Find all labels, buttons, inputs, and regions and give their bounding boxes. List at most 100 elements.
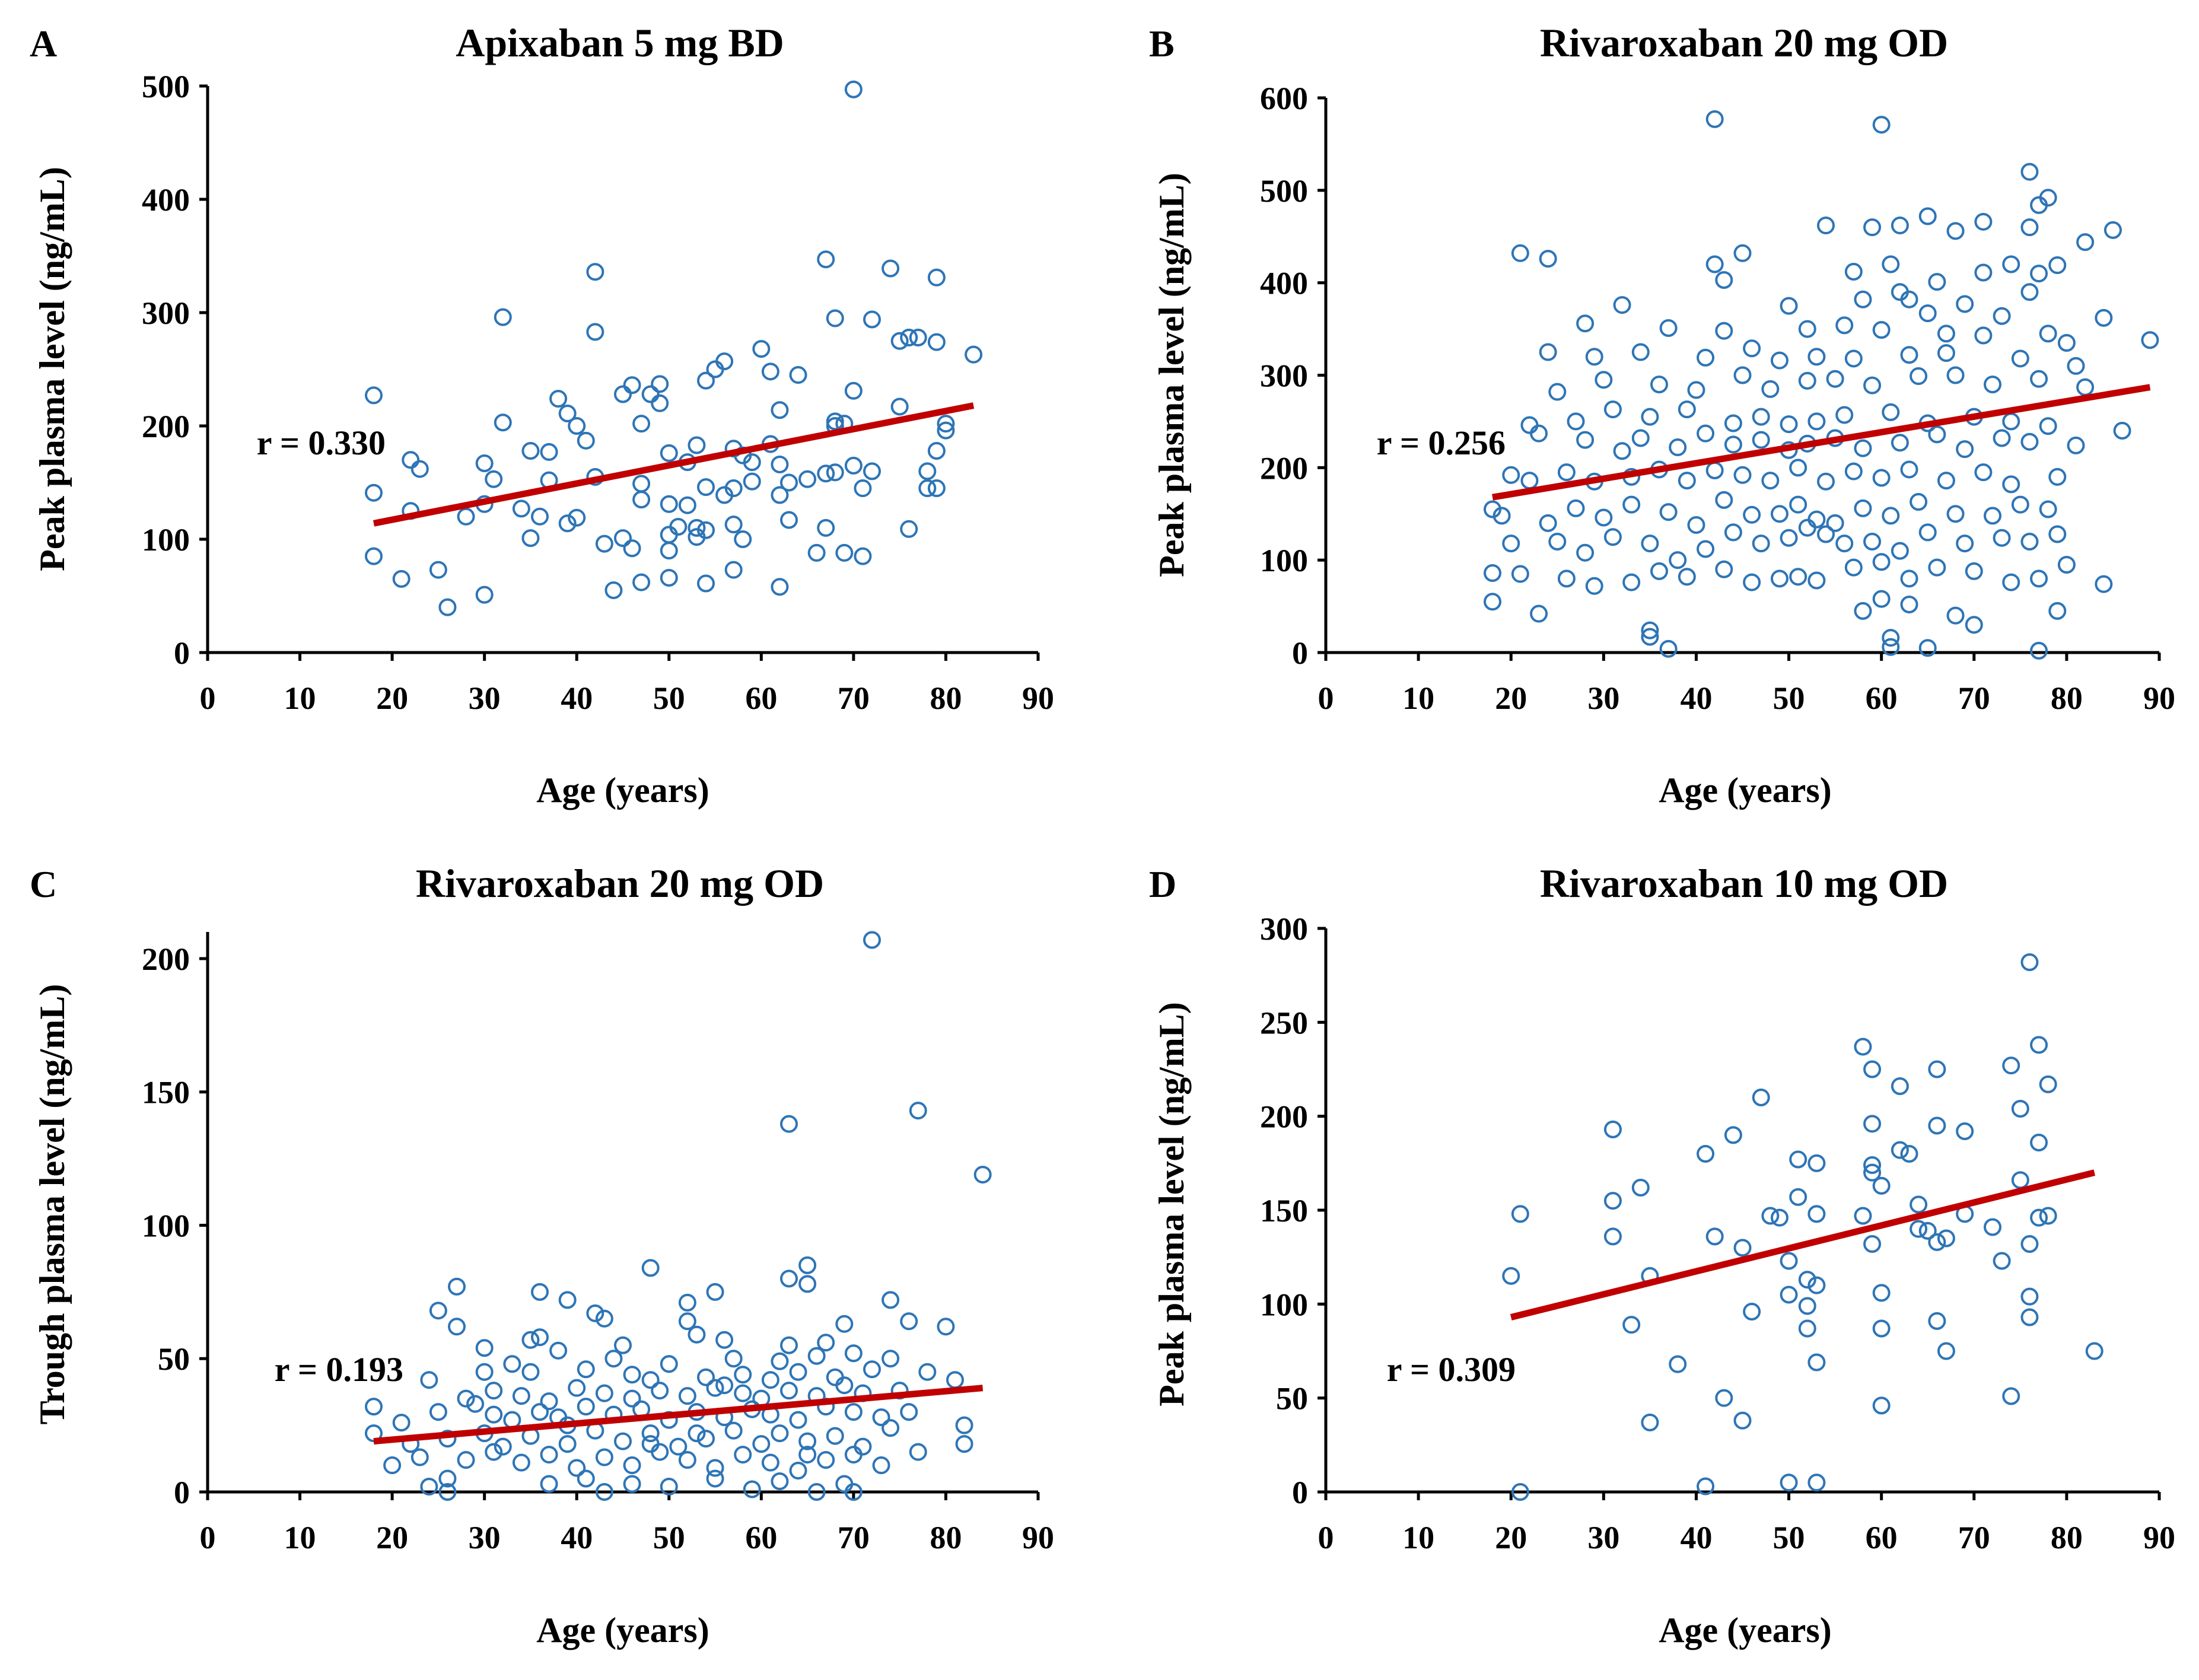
data-point xyxy=(835,1315,854,1333)
data-point xyxy=(410,1448,429,1466)
data-point xyxy=(1780,415,1798,434)
data-point xyxy=(900,1312,918,1331)
data-point xyxy=(2076,378,2095,396)
data-point xyxy=(1780,529,1798,547)
y-tick-label: 100 xyxy=(142,522,190,558)
data-point xyxy=(1946,505,1965,523)
data-point xyxy=(678,496,696,514)
data-point xyxy=(1937,324,1955,343)
x-tick-label: 20 xyxy=(1495,680,1527,716)
data-point xyxy=(1705,462,1724,480)
data-point xyxy=(817,250,835,269)
data-point xyxy=(881,1419,900,1437)
data-point xyxy=(2020,1235,2039,1253)
data-point xyxy=(512,499,530,518)
data-point xyxy=(402,451,420,469)
data-point xyxy=(789,366,807,384)
data-point xyxy=(2067,357,2085,375)
x-tick-label: 40 xyxy=(561,1520,593,1555)
data-point xyxy=(1715,560,1733,578)
data-point xyxy=(807,1483,826,1501)
x-axis-title: Age (years) xyxy=(536,1611,709,1650)
data-point xyxy=(1900,460,1918,479)
data-point xyxy=(965,345,983,364)
correlation-label: r = 0.309 xyxy=(1387,1350,1516,1389)
x-tick-label: 80 xyxy=(930,1520,962,1555)
data-point xyxy=(1502,534,1520,553)
data-point xyxy=(844,1403,863,1421)
data-point xyxy=(2095,575,2113,593)
x-tick-label: 20 xyxy=(376,1520,408,1555)
data-point xyxy=(835,543,854,562)
data-point xyxy=(614,385,632,403)
data-point xyxy=(1530,424,1548,443)
data-point xyxy=(512,1453,530,1472)
data-point xyxy=(1882,255,1900,273)
data-point xyxy=(1882,403,1900,421)
data-point xyxy=(1956,1122,1974,1140)
data-point xyxy=(1910,492,1928,511)
data-point xyxy=(1502,1267,1520,1285)
data-point xyxy=(1530,604,1548,623)
data-point xyxy=(475,454,494,473)
data-point xyxy=(844,381,863,400)
data-point xyxy=(780,1382,798,1400)
data-point xyxy=(1835,406,1854,424)
y-tick-label: 100 xyxy=(1260,1287,1308,1322)
data-point xyxy=(651,1382,669,1400)
data-point xyxy=(771,1424,789,1443)
data-point xyxy=(1733,244,1752,262)
data-point xyxy=(2030,196,2048,214)
data-point xyxy=(1603,1192,1622,1210)
data-point xyxy=(2039,324,2057,343)
data-point xyxy=(1752,1089,1770,1106)
data-point xyxy=(2002,255,2020,273)
data-point xyxy=(918,479,937,498)
data-point xyxy=(1937,1229,1955,1248)
data-point xyxy=(937,415,955,433)
data-point xyxy=(807,1347,826,1365)
data-point xyxy=(485,1405,503,1424)
data-point xyxy=(706,1459,724,1477)
data-point xyxy=(365,483,383,502)
data-point xyxy=(1715,1389,1733,1407)
data-point xyxy=(1678,472,1696,490)
data-point xyxy=(1789,568,1807,586)
data-point xyxy=(1548,383,1567,401)
data-point xyxy=(485,1382,503,1400)
data-point xyxy=(540,1392,558,1411)
y-tick-label: 200 xyxy=(142,409,190,444)
data-point xyxy=(1918,639,1937,657)
data-point xyxy=(568,508,586,527)
data-point xyxy=(595,1483,613,1501)
x-tick-label: 30 xyxy=(469,680,501,716)
data-point xyxy=(1520,472,1539,490)
data-point xyxy=(614,1336,632,1354)
data-point xyxy=(503,1355,521,1373)
data-point xyxy=(595,1309,613,1328)
data-point xyxy=(1511,565,1529,583)
trend-line xyxy=(1510,1169,2096,1321)
data-point xyxy=(521,529,540,548)
data-point xyxy=(2103,221,2122,239)
data-point xyxy=(614,529,632,548)
x-tick-label: 80 xyxy=(2051,1520,2083,1555)
data-point xyxy=(1595,371,1613,389)
y-axis-title: Trough plasma level (ng/mL) xyxy=(33,984,72,1425)
data-point xyxy=(743,1480,761,1498)
x-tick-label: 0 xyxy=(1318,680,1334,716)
chart-title: Apixaban 5 mg BD xyxy=(456,20,784,65)
data-point xyxy=(632,415,651,433)
data-point xyxy=(1576,314,1595,333)
data-point xyxy=(660,1478,678,1496)
data-point xyxy=(872,1408,890,1427)
data-point xyxy=(641,1435,660,1453)
data-point xyxy=(466,1395,485,1413)
data-point xyxy=(844,80,863,98)
data-point xyxy=(927,442,946,460)
data-point xyxy=(2057,333,2076,352)
data-point xyxy=(2002,573,2020,591)
data-point xyxy=(697,478,715,497)
data-point xyxy=(688,518,706,537)
data-point xyxy=(771,455,789,473)
